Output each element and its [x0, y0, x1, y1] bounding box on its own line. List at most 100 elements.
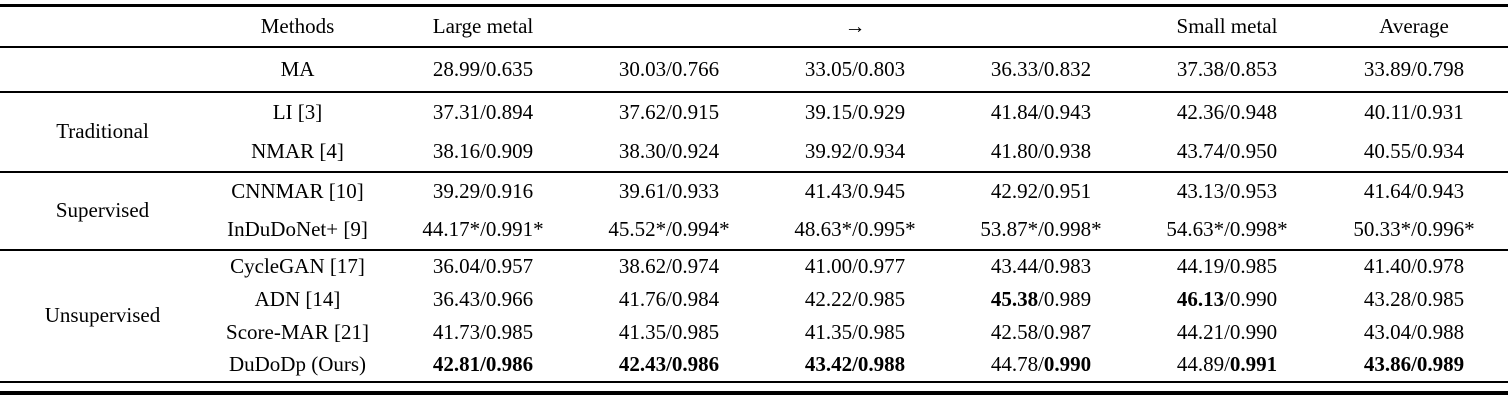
metric-cell: 42.81/0.986: [390, 349, 576, 382]
metric-value: 44.89/: [1176, 352, 1230, 376]
metric-value: 43.13/0.953: [1176, 179, 1278, 203]
metric-value: 50.33*/0.996*: [1353, 217, 1475, 241]
method-cell: LI [3]: [205, 90, 390, 132]
table-row: ADN [14] 36.43/0.966 41.76/0.984 42.22/0.98…: [0, 283, 1508, 316]
metric-value: 28.99/0.635: [432, 56, 534, 81]
metric-cell: 36.43/0.966: [390, 283, 576, 316]
method-cell: ADN [14]: [254, 286, 341, 311]
results-table: Methods Large metal → Small metal Averag…: [0, 4, 1508, 383]
metric-value: 39.29/0.916: [432, 179, 534, 203]
metric-value: 33.89/0.798: [1363, 56, 1465, 81]
header-spacer-2: [948, 5, 1134, 48]
metric-value: 54.63*/0.998*: [1166, 217, 1288, 241]
metric-value: 45.52*/0.994*: [608, 217, 730, 241]
group-label: Traditional: [0, 90, 205, 172]
metric-value-bold: 46.13: [1176, 286, 1225, 311]
metric-cell: 54.63*/0.998*: [1134, 211, 1320, 250]
metric-value: 43.04/0.988: [1363, 319, 1465, 344]
metric-cell: 42.22/0.985: [762, 283, 948, 316]
metric-value-bold: 42.43/0.986: [618, 352, 720, 376]
table-row: Supervised CNNMAR [10] 39.29/0.916 39.61/0.…: [0, 170, 1508, 250]
header-methods: Methods: [205, 5, 390, 48]
metric-cell: 43.42/0.988: [762, 349, 948, 382]
metric-cell: 33.89/0.798: [1320, 45, 1508, 92]
method-cell: CycleGAN [17]: [205, 248, 390, 283]
metric-value: 43.74/0.950: [1176, 138, 1278, 163]
header-group-spacer: [0, 5, 205, 48]
metric-value: 37.38/0.853: [1176, 56, 1278, 81]
table-row: Score-MAR [21] 41.73/0.985 41.35/0.985 41.3…: [0, 316, 1508, 349]
metric-value: 43.28/0.985: [1363, 286, 1465, 311]
metric-value: 44.17*/0.991*: [422, 217, 544, 241]
metric-value: 44.19/0.985: [1176, 254, 1278, 278]
metric-cell: 42.92/0.951: [948, 170, 1134, 211]
metric-value: 41.76/0.984: [618, 286, 720, 311]
metric-cell: 41.00/0.977: [762, 248, 948, 283]
metric-cell: 44.89/0.991: [1134, 349, 1320, 382]
metric-value: 39.61/0.933: [618, 179, 720, 203]
metric-value: 48.63*/0.995*: [794, 217, 916, 241]
table-row: MA 28.99/0.635 30.03/0.766 33.05/0.803 36.33…: [0, 45, 1508, 92]
metric-value: 38.62/0.974: [618, 254, 720, 278]
metric-cell: 53.87*/0.998*: [948, 211, 1134, 250]
metric-cell: 43.44/0.983: [948, 248, 1134, 283]
metric-value-bold: 43.42/0.988: [804, 352, 906, 376]
metric-value: 43.44/0.983: [990, 254, 1092, 278]
group-label: [0, 45, 205, 92]
group-label: Unsupervised: [0, 248, 205, 382]
metric-cell: 39.15/0.929: [762, 90, 948, 132]
metric-cell: 40.55/0.934: [1320, 132, 1508, 172]
bottom-rule: [0, 390, 1508, 395]
metric-value: 41.35/0.985: [804, 319, 906, 344]
metric-cell: 37.38/0.853: [1134, 45, 1320, 92]
metric-cell: 43.13/0.953: [1134, 170, 1320, 211]
metric-value-bold: 42.81/0.986: [432, 352, 534, 376]
metric-value: /0.990: [1224, 286, 1278, 311]
header-average: Average: [1320, 5, 1508, 48]
metric-cell: 48.63*/0.995*: [762, 211, 948, 250]
metric-cell: 41.73/0.985: [390, 316, 576, 349]
table-row: Traditional LI [3] 37.31/0.894 37.62/0.915 3…: [0, 90, 1508, 172]
metric-value: 40.11/0.931: [1364, 99, 1464, 124]
metric-value: 41.64/0.943: [1363, 179, 1465, 203]
metric-value: 33.05/0.803: [804, 56, 906, 81]
metric-cell: 44.19/0.985: [1134, 248, 1320, 283]
metric-value: 41.73/0.985: [432, 319, 534, 344]
metric-value: 36.43/0.966: [432, 286, 534, 311]
metric-cell: 36.04/0.957: [390, 248, 576, 283]
metric-value: 41.35/0.985: [618, 319, 720, 344]
metric-cell: 44.17*/0.991*: [390, 211, 576, 250]
metric-value: 41.84/0.943: [990, 99, 1092, 124]
metric-cell: 39.92/0.934: [762, 132, 948, 172]
metric-value: 36.33/0.832: [990, 56, 1092, 81]
metric-cell: 41.35/0.985: [762, 316, 948, 349]
metric-cell: 44.21/0.990: [1134, 316, 1320, 349]
metric-value: 41.43/0.945: [804, 179, 906, 203]
metric-value: 38.16/0.909: [432, 138, 534, 163]
metric-cell: 43.74/0.950: [1134, 132, 1320, 172]
header-large-metal: Large metal: [390, 5, 576, 48]
table-row: DuDoDp (Ours) 42.81/0.986 42.43/0.986 43.42…: [0, 349, 1508, 382]
metric-cell: 37.31/0.894: [390, 90, 576, 132]
metric-value: 41.40/0.978: [1363, 254, 1465, 278]
metric-value: 39.15/0.929: [804, 99, 906, 124]
metric-cell: 41.84/0.943: [948, 90, 1134, 132]
metric-value-bold: 43.86/0.989: [1363, 352, 1465, 376]
metric-cell: 38.62/0.974: [576, 248, 762, 283]
metric-cell: 41.43/0.945: [762, 170, 948, 211]
metric-cell: 38.30/0.924: [576, 132, 762, 172]
table-row: InDuDoNet+ [9] 44.17*/0.991* 45.52*/0.994*…: [0, 211, 1508, 250]
method-cell: CNNMAR [10]: [205, 170, 390, 211]
metric-cell: 45.52*/0.994*: [576, 211, 762, 250]
metric-cell: 50.33*/0.996*: [1320, 211, 1508, 250]
metric-value: 53.87*/0.998*: [980, 217, 1102, 241]
metric-cell: 45.38/0.989: [948, 283, 1134, 316]
method-cell: DuDoDp (Ours): [228, 352, 367, 376]
metric-value: 42.22/0.985: [804, 286, 906, 311]
metric-cell: 46.13/0.990: [1134, 283, 1320, 316]
method-cell: NMAR [4]: [251, 138, 344, 163]
method-cell: InDuDoNet+ [9]: [227, 217, 368, 241]
metric-value: 36.04/0.957: [432, 254, 534, 278]
metric-value: 39.92/0.934: [804, 138, 906, 163]
header-spacer-1: [576, 5, 762, 48]
